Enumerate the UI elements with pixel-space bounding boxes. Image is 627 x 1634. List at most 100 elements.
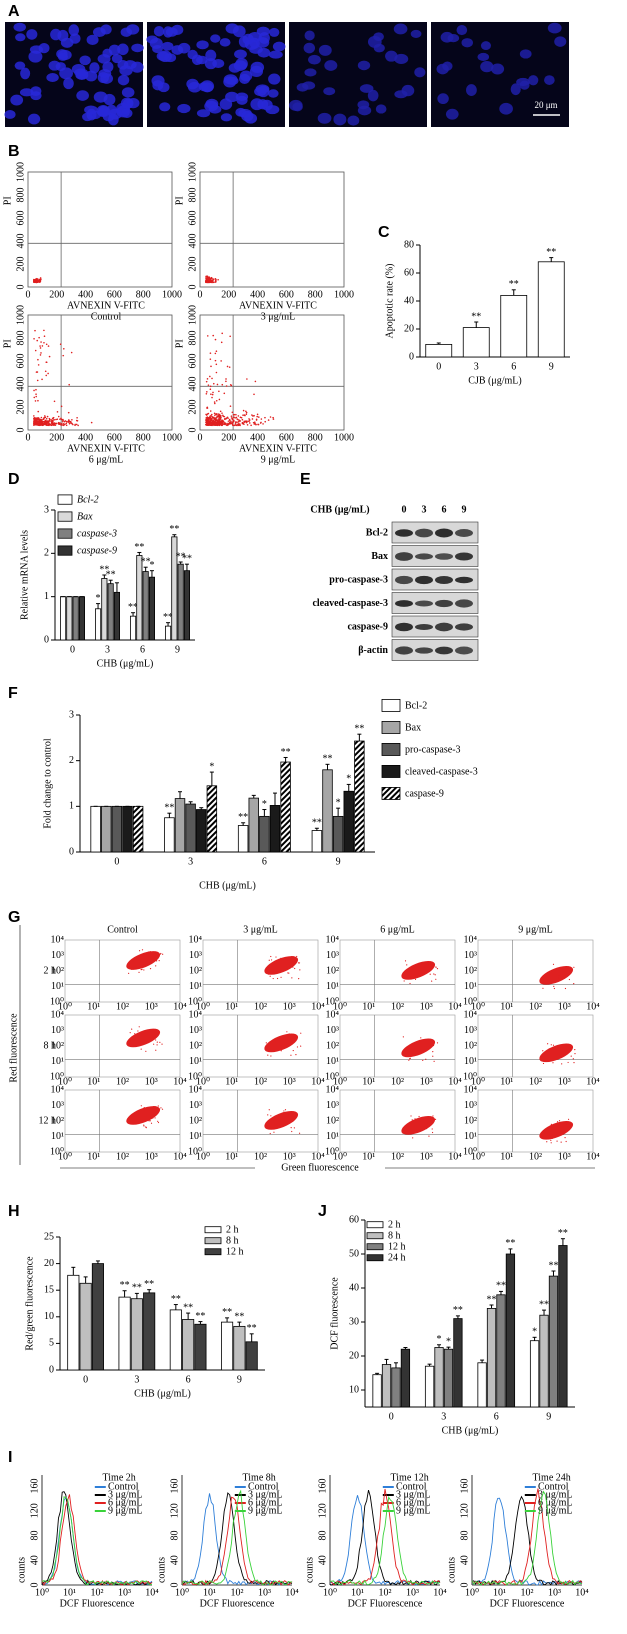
event-dot (44, 415, 46, 417)
event-dot (278, 1039, 280, 1041)
significance: ** (176, 551, 186, 562)
nucleus (241, 110, 254, 122)
y-tick-label: 40 (404, 295, 414, 306)
event-dot (69, 420, 72, 423)
event-dot (65, 424, 68, 427)
event-dot (151, 960, 153, 963)
x-tick-label: 10² (254, 1151, 267, 1162)
y-tick-label: 10⁴ (51, 934, 65, 945)
nucleus (196, 55, 208, 65)
event-dot (542, 987, 544, 989)
caption: Control (91, 311, 122, 322)
blot-row-label: Bax (371, 551, 388, 562)
event-dot (267, 1125, 269, 1128)
bar (111, 805, 123, 853)
nucleus (187, 49, 198, 60)
cell-cluster (126, 1106, 161, 1125)
x-tick-label: 10³ (283, 1151, 296, 1162)
y-tick-label: 10² (464, 965, 477, 976)
y-tick-label: 10⁰ (50, 1146, 64, 1157)
bar (194, 1323, 207, 1371)
event-dot (272, 416, 274, 419)
nucleus (333, 113, 347, 126)
event-dot (411, 1052, 414, 1054)
event-dot (47, 423, 50, 426)
legend-swatch (57, 528, 73, 539)
event-dot (61, 422, 63, 425)
legend-swatch (381, 721, 401, 734)
event-dot (267, 1114, 269, 1116)
plot-frame (477, 1089, 594, 1153)
y-tick-label: 80 (169, 1531, 180, 1541)
legend-label: Bcl-2 (77, 494, 99, 505)
event-dot (269, 1132, 271, 1135)
nucleus (120, 97, 134, 109)
panel-label: H (8, 1203, 20, 1220)
y-tick-label: 0 (409, 351, 414, 362)
x-tick-label: 6 (262, 856, 267, 867)
significance: * (532, 1327, 537, 1338)
legend-swatch (381, 743, 401, 756)
bar (206, 785, 218, 853)
x-tick-label: 6 (494, 1411, 499, 1422)
x-tick-label: 600 (107, 289, 122, 300)
event-dot (425, 963, 427, 965)
event-dot (420, 1037, 422, 1039)
event-dot (137, 1041, 139, 1043)
y-tick-label: 10⁰ (463, 1071, 477, 1082)
nucleus (165, 27, 178, 37)
nucleus (121, 87, 135, 98)
event-dot (205, 417, 207, 419)
x-tick-label: 10³ (420, 1001, 433, 1012)
y-axis-label: counts (304, 1557, 315, 1583)
event-dot (131, 968, 133, 970)
y-tick-label: 1 (44, 591, 49, 602)
event-dot (37, 423, 40, 426)
event-dot (44, 416, 47, 419)
event-dot (559, 977, 561, 979)
y-tick-label: 10¹ (464, 981, 477, 992)
event-dot (149, 950, 151, 953)
event-dot (566, 1123, 568, 1125)
event-dot (558, 1131, 561, 1133)
event-dot (550, 1057, 552, 1059)
bar (311, 830, 323, 853)
lane-label: 6 (442, 504, 447, 515)
x-tick-label: 10² (391, 1076, 404, 1087)
event-dot (297, 962, 300, 964)
event-dot (252, 421, 255, 424)
event-dot (230, 415, 233, 417)
x-tick-label: 10³ (283, 1076, 296, 1087)
event-dot (208, 417, 211, 420)
y-tick-label: 10³ (326, 950, 339, 961)
event-dot (209, 352, 212, 354)
event-dot (215, 399, 218, 402)
x-tick-label: 800 (136, 432, 151, 443)
y-tick-label: 10⁰ (188, 1146, 202, 1157)
nucleus (232, 25, 246, 38)
event-dot (214, 352, 217, 355)
bar (136, 555, 143, 641)
x-tick-label: 10¹ (493, 1587, 506, 1598)
y-tick-label: 10³ (464, 1100, 477, 1111)
nucleus (265, 105, 280, 115)
x-tick-label: 10² (254, 1076, 267, 1087)
x-tick-label: 10⁰ (196, 1076, 210, 1087)
significance: ** (539, 1299, 549, 1310)
event-dot (247, 420, 250, 422)
event-dot (542, 1062, 545, 1065)
blot-band (435, 622, 453, 632)
event-dot (210, 393, 212, 395)
event-dot (62, 354, 65, 357)
legend-swatch (366, 1243, 384, 1251)
blot-strip (391, 592, 479, 614)
bar (177, 563, 184, 641)
blot-strip (391, 545, 479, 567)
event-dot (294, 957, 296, 959)
nucleus (304, 30, 315, 41)
bar (558, 1245, 568, 1408)
event-dot (431, 1128, 433, 1130)
event-dot (214, 420, 216, 422)
event-dot (255, 418, 258, 421)
x-tick-label: 600 (107, 432, 122, 443)
